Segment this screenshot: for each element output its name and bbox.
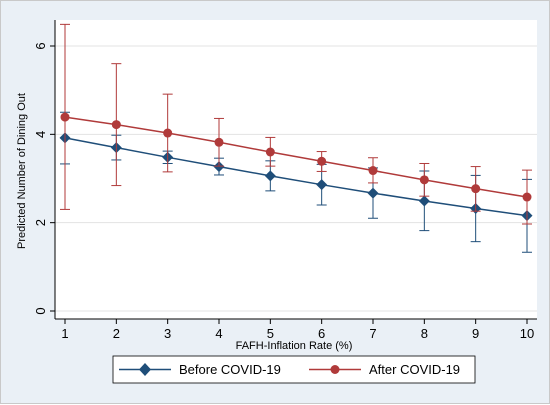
legend: Before COVID-19 After COVID-19	[112, 355, 476, 384]
y-tick-label: 6	[33, 42, 48, 49]
data-point-after	[368, 166, 378, 176]
x-tick-label: 6	[318, 326, 325, 341]
legend-swatch-before-marker	[139, 363, 151, 376]
x-tick-label: 10	[520, 326, 534, 341]
x-tick-label: 9	[472, 326, 479, 341]
y-tick-label: 2	[33, 219, 48, 226]
series-layer	[59, 23, 533, 253]
axis-layer: 0 2 4 6 1 2 3 4 5 6 7 8 9 10	[33, 20, 537, 341]
x-tick-label: 5	[267, 326, 274, 341]
data-point-after	[317, 156, 327, 166]
grid-layer	[55, 45, 537, 312]
data-point-after	[111, 120, 121, 130]
y-tick-label: 0	[33, 307, 48, 314]
x-tick-label: 1	[61, 326, 68, 341]
data-point-before	[418, 195, 430, 207]
x-tick-label: 2	[113, 326, 120, 341]
legend-label-after: After COVID-19	[369, 362, 460, 377]
x-tick-label: 3	[164, 326, 171, 341]
data-point-before	[316, 179, 328, 191]
y-tick-label: 4	[33, 131, 48, 138]
data-point-after	[471, 184, 481, 194]
x-tick-label: 7	[369, 326, 376, 341]
series-line-after	[64, 116, 528, 198]
legend-label-before: Before COVID-19	[179, 362, 281, 377]
data-point-after	[522, 192, 532, 202]
x-tick-label: 4	[215, 326, 222, 341]
data-point-after	[60, 112, 70, 122]
series-after	[60, 23, 532, 225]
plot-area	[55, 20, 537, 319]
y-axis-title: Predicted Number of Dining Out	[16, 93, 28, 249]
series-line-before	[64, 137, 528, 217]
data-point-after	[214, 137, 224, 147]
x-axis-title: FAFH-Inflation Rate (%)	[236, 340, 353, 352]
legend-box	[112, 355, 476, 384]
data-point-after	[419, 175, 429, 185]
data-point-after	[163, 128, 173, 138]
data-point-before	[264, 170, 276, 182]
legend-swatch-after-marker	[330, 365, 340, 374]
data-point-after	[265, 147, 275, 157]
data-point-before	[367, 187, 379, 199]
x-tick-label: 8	[421, 326, 428, 341]
